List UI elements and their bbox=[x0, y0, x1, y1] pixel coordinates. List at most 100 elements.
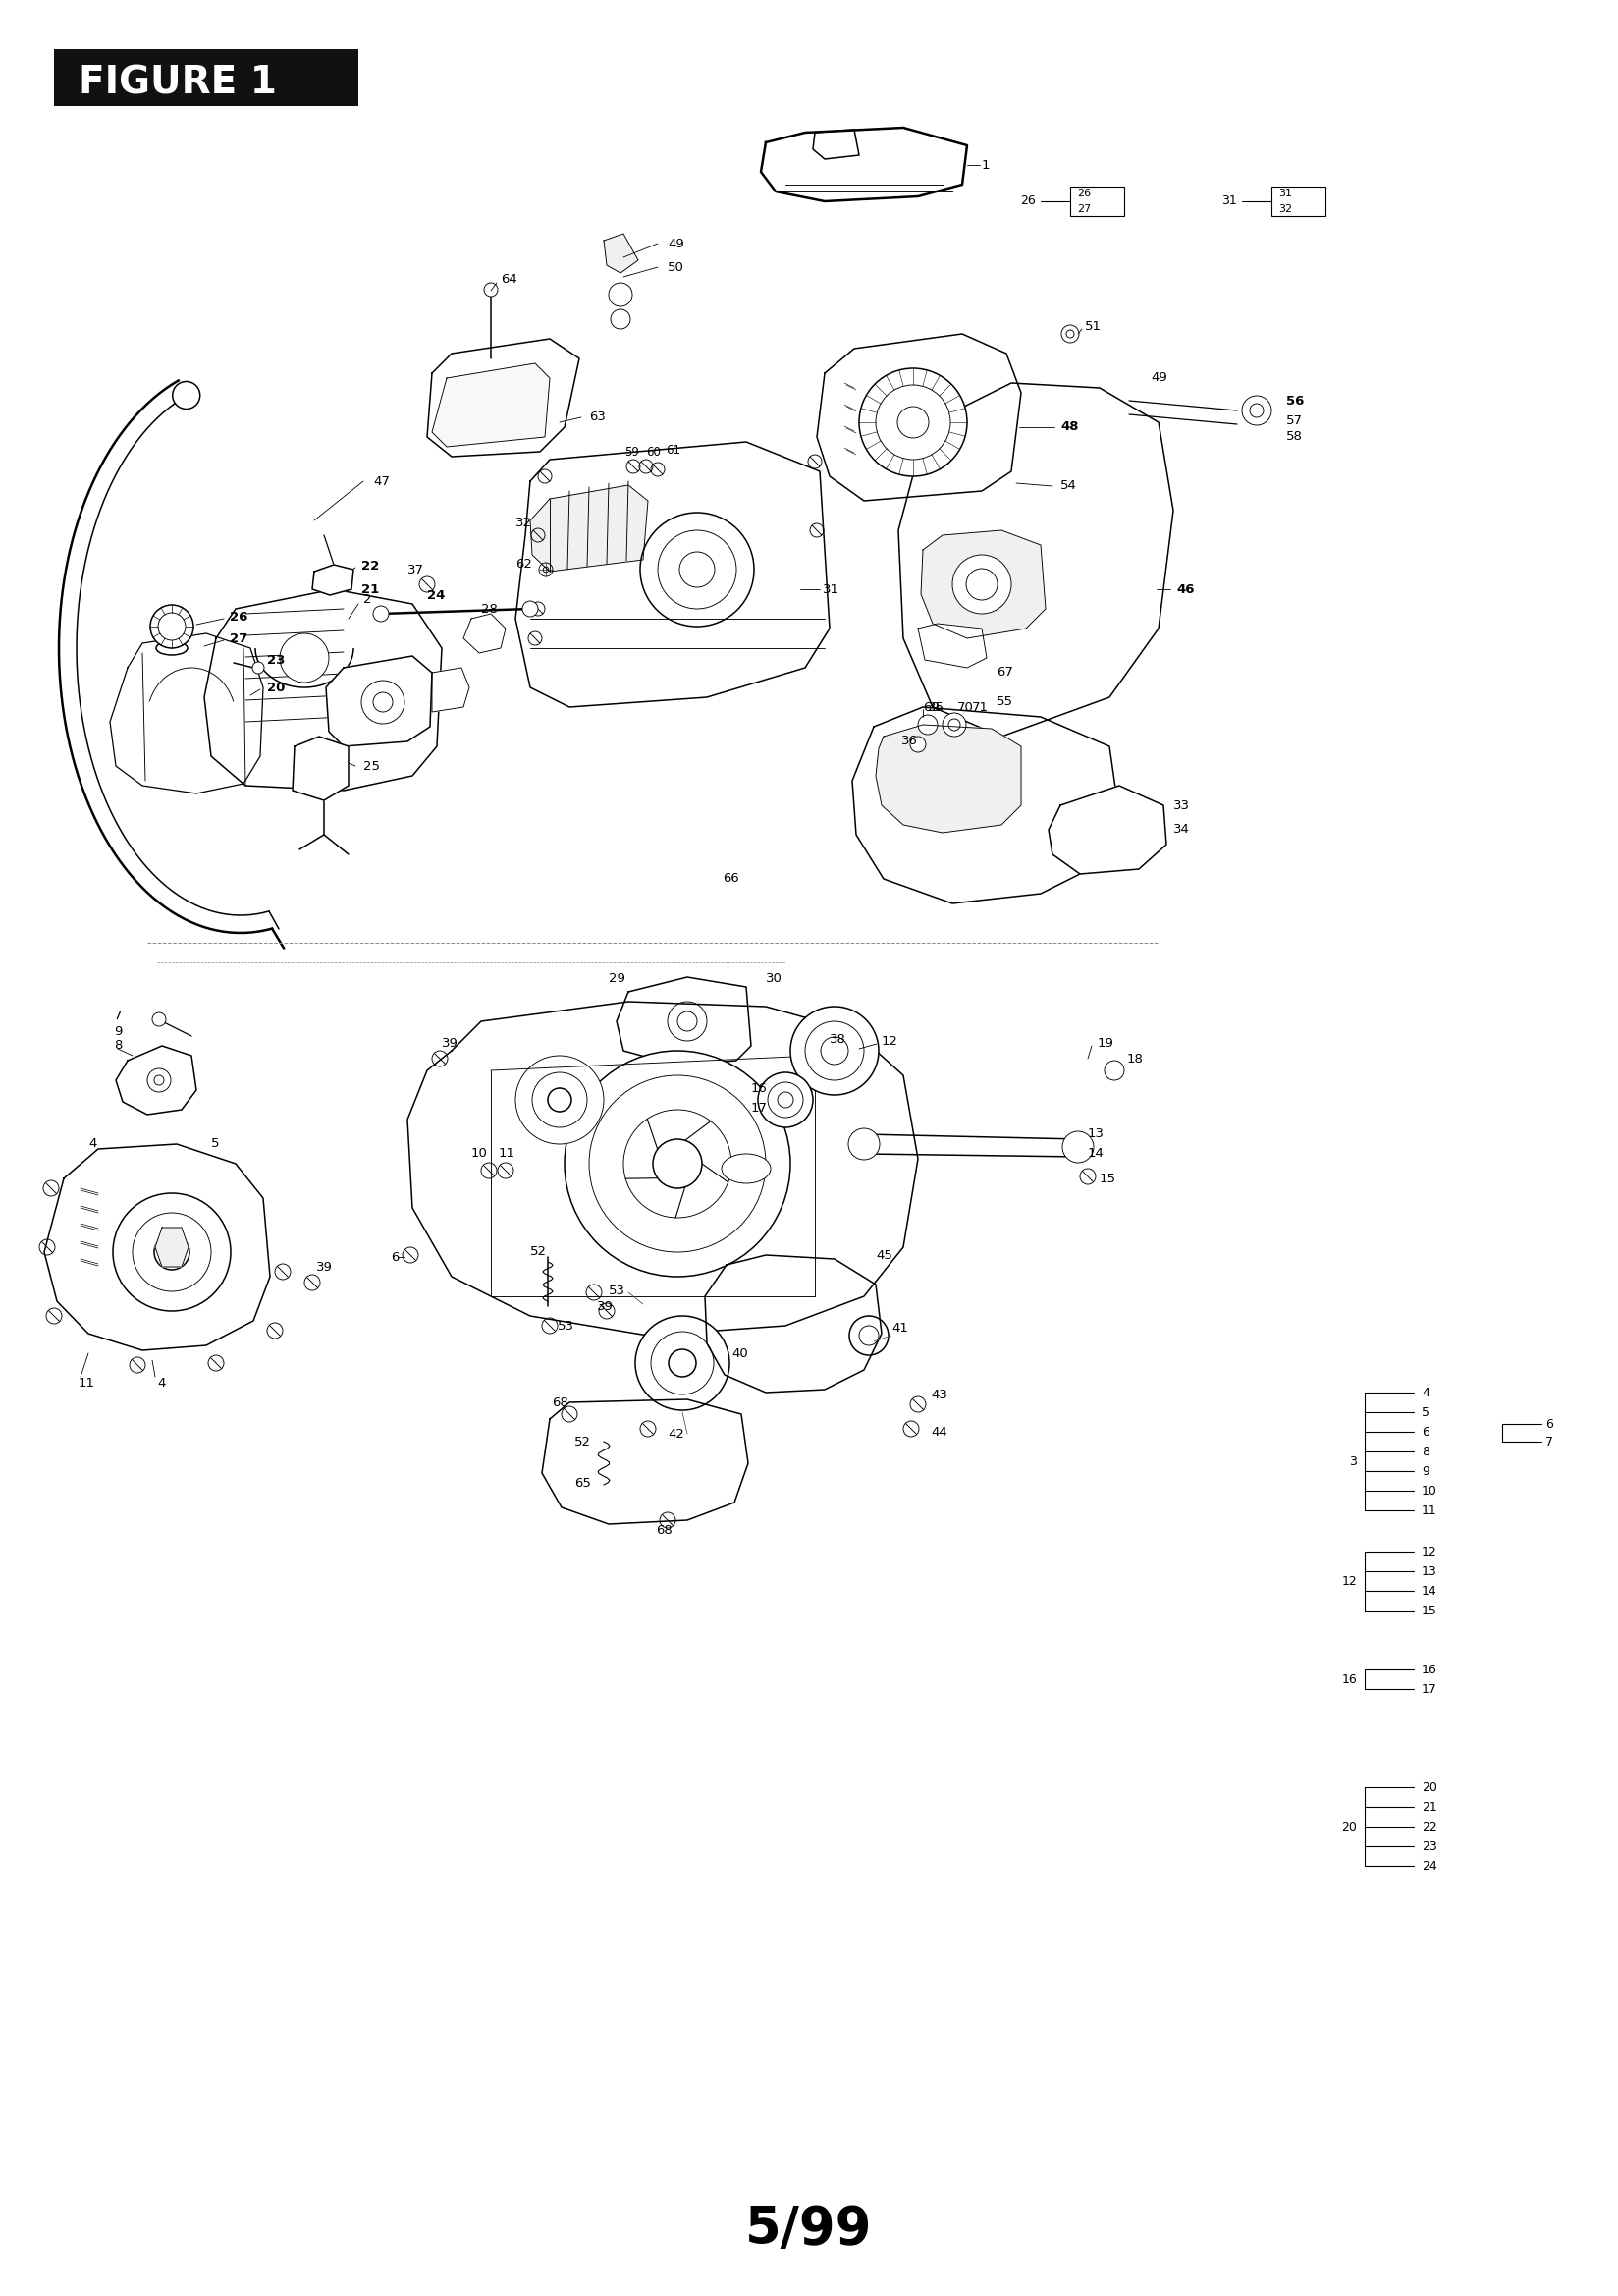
Bar bbox=[1069, 186, 1125, 216]
Circle shape bbox=[654, 1139, 702, 1189]
Circle shape bbox=[898, 406, 929, 439]
Text: 28: 28 bbox=[481, 602, 498, 615]
Circle shape bbox=[532, 1072, 587, 1127]
Circle shape bbox=[849, 1316, 888, 1355]
Text: 41: 41 bbox=[892, 1320, 908, 1334]
Circle shape bbox=[948, 719, 959, 730]
Circle shape bbox=[680, 551, 715, 588]
Text: 67: 67 bbox=[997, 666, 1013, 680]
Circle shape bbox=[589, 1075, 765, 1251]
Text: 58: 58 bbox=[1286, 432, 1302, 443]
Text: 66: 66 bbox=[723, 872, 739, 886]
Text: 6: 6 bbox=[392, 1251, 400, 1263]
Text: 71: 71 bbox=[972, 700, 989, 714]
Text: 29: 29 bbox=[608, 971, 625, 985]
Text: 4: 4 bbox=[1422, 1387, 1429, 1398]
Text: 44: 44 bbox=[930, 1426, 947, 1437]
Polygon shape bbox=[812, 129, 859, 158]
Text: 70: 70 bbox=[958, 700, 974, 714]
Text: 7: 7 bbox=[113, 1010, 123, 1022]
Circle shape bbox=[1249, 404, 1264, 418]
Text: 16: 16 bbox=[1422, 1662, 1437, 1676]
Polygon shape bbox=[542, 1398, 748, 1525]
Text: 39: 39 bbox=[597, 1300, 613, 1313]
Circle shape bbox=[859, 1325, 879, 1345]
Text: 46: 46 bbox=[1176, 583, 1194, 595]
Circle shape bbox=[848, 1127, 880, 1159]
Polygon shape bbox=[44, 1143, 270, 1350]
Polygon shape bbox=[463, 613, 505, 652]
Polygon shape bbox=[760, 129, 968, 202]
Circle shape bbox=[252, 661, 264, 673]
Text: 10: 10 bbox=[1422, 1483, 1437, 1497]
Polygon shape bbox=[110, 634, 264, 794]
Text: 68: 68 bbox=[552, 1396, 568, 1410]
Polygon shape bbox=[204, 590, 442, 790]
Text: 9: 9 bbox=[113, 1024, 121, 1038]
Text: 20: 20 bbox=[1341, 1821, 1358, 1832]
Polygon shape bbox=[1048, 785, 1167, 875]
Text: 17: 17 bbox=[1422, 1683, 1437, 1694]
Text: 20: 20 bbox=[1422, 1782, 1437, 1793]
Text: 26: 26 bbox=[1078, 188, 1091, 197]
Circle shape bbox=[917, 714, 937, 735]
Text: 34: 34 bbox=[1173, 824, 1189, 836]
Text: 57: 57 bbox=[1286, 413, 1302, 427]
Polygon shape bbox=[432, 363, 550, 448]
Text: 14: 14 bbox=[1087, 1148, 1105, 1159]
Circle shape bbox=[374, 606, 388, 622]
Circle shape bbox=[966, 569, 998, 599]
Text: 43: 43 bbox=[930, 1389, 947, 1401]
Text: 48: 48 bbox=[1060, 420, 1079, 434]
Text: 38: 38 bbox=[830, 1033, 846, 1045]
Text: 14: 14 bbox=[1422, 1584, 1437, 1598]
Circle shape bbox=[1105, 1061, 1125, 1079]
Text: 31: 31 bbox=[1222, 195, 1238, 207]
Polygon shape bbox=[293, 737, 348, 801]
Text: 6: 6 bbox=[1545, 1417, 1553, 1430]
Text: 27: 27 bbox=[1078, 204, 1091, 214]
Circle shape bbox=[909, 737, 925, 753]
Text: 23: 23 bbox=[267, 654, 285, 666]
Text: 13: 13 bbox=[1422, 1566, 1437, 1577]
Circle shape bbox=[484, 282, 498, 296]
Text: 60: 60 bbox=[646, 445, 660, 459]
Text: 49: 49 bbox=[1150, 372, 1167, 383]
Polygon shape bbox=[325, 657, 432, 746]
Circle shape bbox=[147, 1068, 172, 1093]
Text: 9: 9 bbox=[1422, 1465, 1429, 1476]
Circle shape bbox=[757, 1072, 812, 1127]
Text: 65: 65 bbox=[574, 1476, 591, 1490]
Circle shape bbox=[859, 367, 968, 475]
Text: 35: 35 bbox=[927, 700, 945, 714]
Polygon shape bbox=[875, 726, 1021, 833]
Circle shape bbox=[668, 1350, 696, 1378]
Text: 56: 56 bbox=[1286, 395, 1304, 406]
Text: 26: 26 bbox=[1021, 195, 1036, 207]
Polygon shape bbox=[898, 383, 1173, 737]
Circle shape bbox=[659, 530, 736, 608]
Text: 23: 23 bbox=[1422, 1839, 1437, 1853]
Text: 31: 31 bbox=[822, 583, 840, 595]
Text: 16: 16 bbox=[1341, 1674, 1358, 1685]
Text: 12: 12 bbox=[882, 1035, 898, 1047]
Polygon shape bbox=[705, 1256, 882, 1394]
Text: 22: 22 bbox=[1422, 1821, 1437, 1832]
Text: 68: 68 bbox=[655, 1525, 673, 1536]
Circle shape bbox=[1243, 395, 1272, 425]
Text: 21: 21 bbox=[361, 583, 379, 595]
Circle shape bbox=[516, 1056, 604, 1143]
Text: 39: 39 bbox=[316, 1261, 333, 1274]
Polygon shape bbox=[917, 625, 987, 668]
Polygon shape bbox=[408, 1001, 917, 1336]
Circle shape bbox=[943, 714, 966, 737]
Polygon shape bbox=[531, 484, 647, 572]
Text: 42: 42 bbox=[668, 1428, 684, 1440]
Text: 20: 20 bbox=[267, 682, 285, 693]
Text: 30: 30 bbox=[765, 971, 783, 985]
Text: 69: 69 bbox=[922, 700, 940, 714]
Circle shape bbox=[113, 1194, 231, 1311]
Text: 53: 53 bbox=[558, 1320, 574, 1332]
Circle shape bbox=[953, 556, 1011, 613]
Text: 5: 5 bbox=[210, 1139, 220, 1150]
